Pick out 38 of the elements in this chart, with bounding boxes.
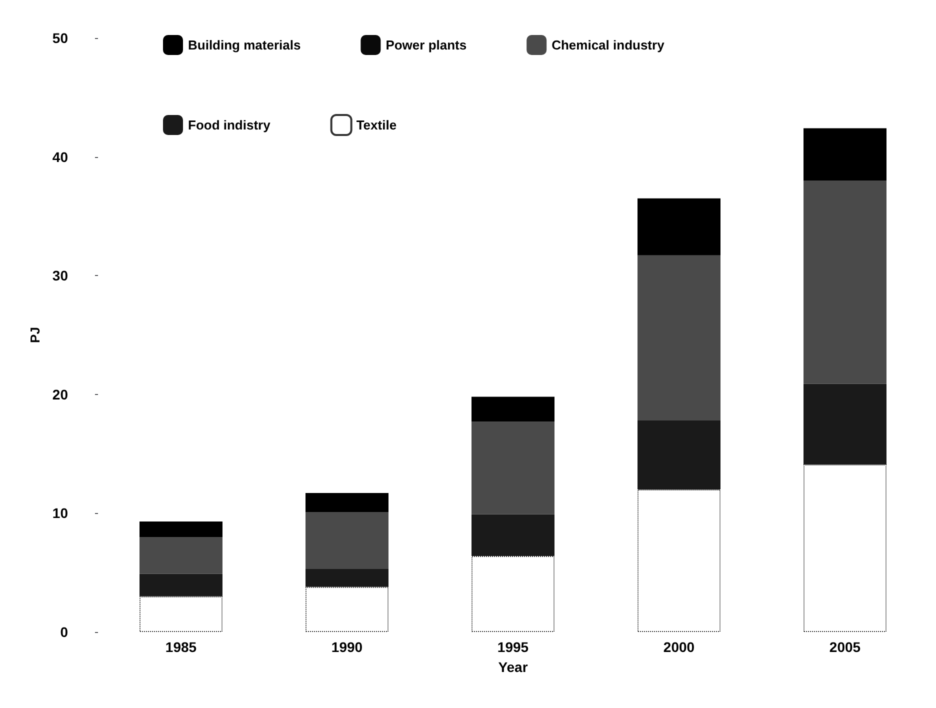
legend-label: Chemical industry — [552, 38, 666, 52]
legend-label: Food indistry — [188, 118, 272, 132]
x-tick-label: 2005 — [829, 639, 861, 655]
bar — [306, 569, 388, 587]
y-tick-label: 30 — [52, 268, 68, 284]
y-tick-label: 50 — [52, 30, 68, 46]
bar — [472, 514, 554, 556]
bar — [306, 493, 388, 512]
x-tick-label: 2000 — [663, 639, 695, 655]
y-tick-label: 0 — [60, 624, 68, 640]
bar — [306, 512, 388, 570]
bar — [472, 422, 554, 514]
bar — [804, 464, 886, 632]
y-axis-title: PJ — [28, 327, 43, 343]
legend-label: Textile — [356, 118, 397, 132]
bar — [140, 596, 222, 632]
bar — [638, 489, 720, 632]
x-tick-label: 1985 — [165, 639, 197, 655]
bar — [140, 536, 222, 574]
y-tick-label: 20 — [52, 386, 68, 402]
x-tick-label: 1995 — [497, 639, 529, 655]
bar — [140, 522, 222, 537]
x-tick-label: 1990 — [331, 639, 363, 655]
bar — [472, 396, 554, 422]
bar — [140, 574, 222, 596]
x-axis-title: Year — [498, 659, 528, 675]
bar — [804, 128, 886, 181]
bar — [638, 420, 720, 490]
y-tick-label: 40 — [52, 148, 68, 165]
bar — [638, 198, 720, 256]
legend-label: Power plants — [386, 38, 467, 52]
bar — [306, 586, 388, 632]
y-tick-label: 10 — [52, 505, 68, 522]
bar — [804, 384, 886, 464]
bar — [638, 255, 720, 421]
legend-label: Building materials — [188, 38, 301, 52]
bar — [804, 180, 886, 384]
bar — [472, 556, 554, 632]
